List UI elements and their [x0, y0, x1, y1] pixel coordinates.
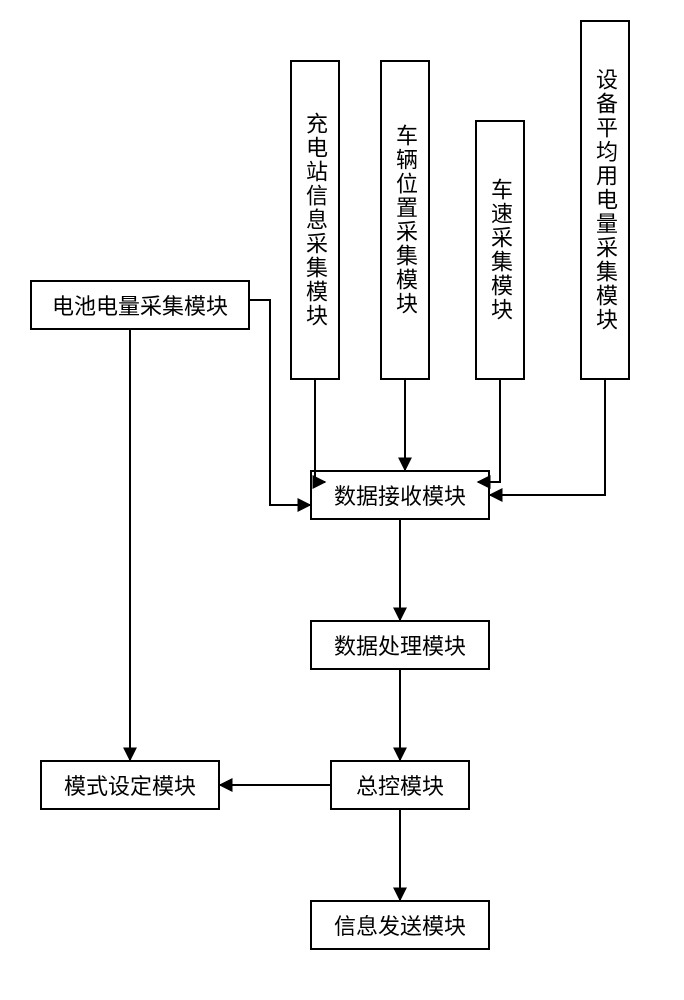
node-vehicle-speed: 车速采集模块	[475, 120, 525, 380]
label-battery-level: 电池电量采集模块	[52, 289, 228, 321]
node-battery-level: 电池电量采集模块	[30, 280, 250, 330]
label-master-control: 总控模块	[356, 769, 444, 801]
edge-station	[315, 380, 325, 482]
label-data-process: 数据处理模块	[334, 629, 466, 661]
edge-speed	[478, 380, 500, 482]
node-charging-station-info: 充电站信息采集模块	[290, 60, 340, 380]
node-master-control: 总控模块	[330, 760, 470, 810]
label-data-receive: 数据接收模块	[334, 479, 466, 511]
node-info-send: 信息发送模块	[310, 900, 490, 950]
node-vehicle-position: 车辆位置采集模块	[380, 60, 430, 380]
label-avg-power: 设备平均用电量采集模块	[589, 62, 621, 338]
label-info-send: 信息发送模块	[334, 909, 466, 941]
flowchart-canvas: { "diagram": { "type": "flowchart", "bac…	[0, 0, 684, 1000]
node-avg-power: 设备平均用电量采集模块	[580, 20, 630, 380]
node-data-process: 数据处理模块	[310, 620, 490, 670]
node-data-receive: 数据接收模块	[310, 470, 490, 520]
label-vehicle-speed: 车速采集模块	[484, 172, 516, 328]
label-vehicle-position: 车辆位置采集模块	[389, 118, 421, 322]
node-mode-setting: 模式设定模块	[40, 760, 220, 810]
edge-avgpower	[490, 380, 605, 495]
label-charging-station-info: 充电站信息采集模块	[299, 106, 331, 334]
label-mode-setting: 模式设定模块	[64, 769, 196, 801]
